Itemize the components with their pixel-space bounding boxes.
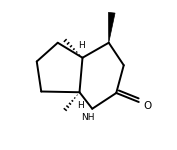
Text: NH: NH bbox=[81, 113, 95, 122]
Text: H: H bbox=[77, 101, 84, 110]
Text: O: O bbox=[144, 101, 152, 111]
Text: H: H bbox=[78, 41, 85, 50]
Polygon shape bbox=[109, 12, 115, 43]
